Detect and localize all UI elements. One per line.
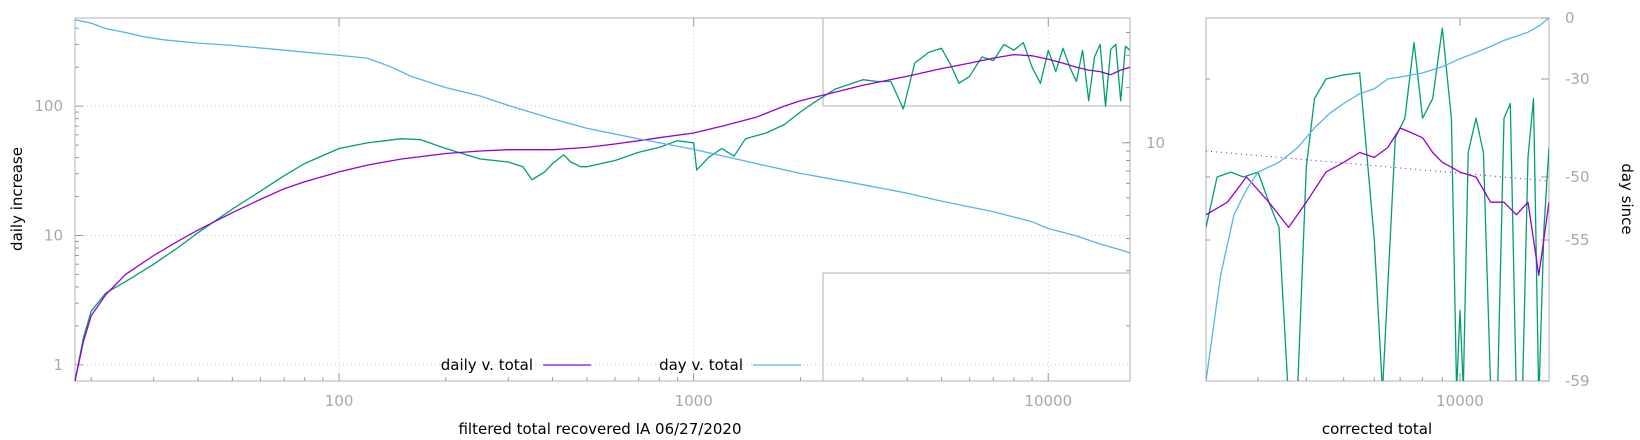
side-y-tick-label: -59 (1565, 372, 1590, 390)
zoom-inset-upper (822, 17, 1131, 107)
y-tick-label: 1 (53, 356, 63, 374)
side-axis-ticks: 10000 0 -30 -50 -55 -59 (1206, 9, 1590, 410)
series-daily-v-total (74, 53, 1131, 382)
y-tick-label: 100 (34, 97, 63, 115)
side-y-tick-label: -50 (1565, 168, 1590, 186)
side-x-tick-label: 10000 (1436, 392, 1484, 410)
main-gridlines (75, 18, 1130, 381)
side-x-axis-label: corrected total (1322, 420, 1432, 438)
legend: daily v. total day v. total (441, 356, 801, 374)
x-tick-label: 1000 (675, 392, 713, 410)
main-axis-ticks: 100 1000 10000 1 10 100 10 (34, 18, 1165, 410)
main-y-axis-label: daily increase (8, 147, 26, 251)
side-series-day-since (1206, 18, 1549, 381)
side-series-smoothed (1206, 127, 1549, 276)
side-y-tick-label: -55 (1565, 231, 1590, 249)
side-y-tick-label: -30 (1565, 70, 1590, 88)
y2-tick-label: 10 (1146, 134, 1165, 152)
y-tick-label: 10 (44, 226, 63, 244)
legend-label-daily: daily v. total (441, 356, 533, 374)
zoom-inset-lower (822, 272, 1131, 382)
x-tick-label: 10000 (1024, 392, 1072, 410)
legend-label-day: day v. total (659, 356, 743, 374)
main-plot-frame (74, 17, 1131, 382)
main-x-axis-label: filtered total recovered IA 06/27/2020 (458, 420, 741, 438)
side-plot-frame (1205, 17, 1550, 382)
side-series-raw (1206, 27, 1549, 381)
series-raw-daily (74, 41, 1131, 382)
side-y-tick-label: 0 (1565, 9, 1575, 27)
side-series-group (1206, 18, 1549, 381)
x-tick-label: 100 (325, 392, 354, 410)
side-y-axis-label: day since (1618, 163, 1636, 234)
series-day-v-total (74, 19, 1131, 254)
main-series-group (74, 19, 1131, 382)
